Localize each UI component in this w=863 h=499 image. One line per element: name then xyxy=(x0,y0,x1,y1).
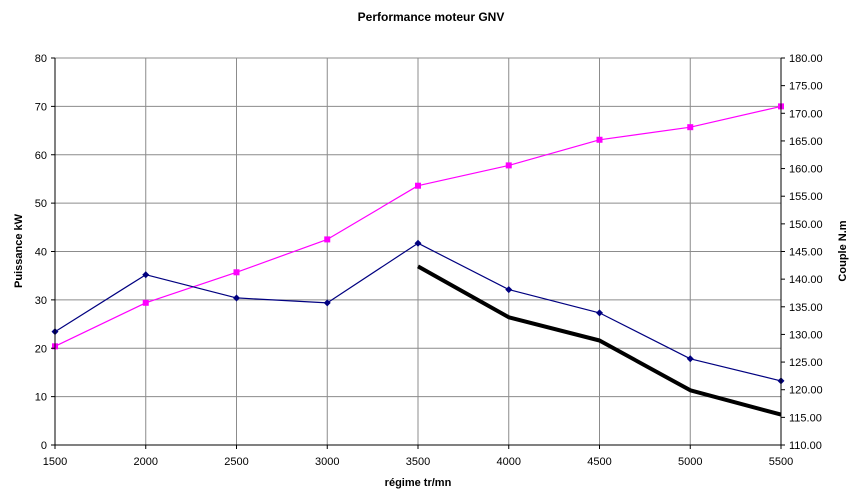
chart-title: Performance moteur GNV xyxy=(358,10,505,24)
y2-tick-label: 120.00 xyxy=(789,385,823,397)
y-tick-label: 40 xyxy=(35,247,47,259)
series-1-point xyxy=(142,299,149,306)
x-tick-label: 5000 xyxy=(678,456,702,468)
series-1-point xyxy=(415,182,421,189)
y2-tick-label: 130.00 xyxy=(789,329,823,341)
x-tick-label: 4000 xyxy=(497,456,521,468)
x-tick-label: 5500 xyxy=(769,456,793,468)
y-tick-label: 80 xyxy=(35,53,47,65)
y2-tick-label: 115.00 xyxy=(789,412,822,424)
x-tick-label: 1500 xyxy=(43,456,67,468)
y2-tick-label: 135.00 xyxy=(789,302,823,314)
series-1-point xyxy=(233,269,240,276)
series-1-point xyxy=(596,136,603,143)
series-1-point xyxy=(505,162,512,169)
y2-tick-label: 110.00 xyxy=(789,440,822,452)
y2-axis-title: Couple N.m xyxy=(837,220,849,281)
y-tick-label: 30 xyxy=(35,295,47,307)
y2-tick-label: 150.00 xyxy=(789,219,823,231)
y-tick-label: 70 xyxy=(35,101,47,113)
series-2-point xyxy=(233,294,240,302)
grid xyxy=(54,57,782,446)
series-2-point xyxy=(323,299,331,307)
y2-tick-label: 155.00 xyxy=(789,191,823,203)
series-1-point xyxy=(687,124,694,131)
y-axis-title: Puissance kW xyxy=(13,213,25,288)
series-2-point xyxy=(596,309,603,317)
x-tick-label: 3000 xyxy=(315,456,339,468)
y2-tick-label: 175.00 xyxy=(789,81,823,93)
y2-tick-label: 145.00 xyxy=(789,247,823,259)
y2-tick-label: 140.00 xyxy=(789,274,823,286)
x-tick-label: 3500 xyxy=(406,456,430,468)
series-1-point xyxy=(324,236,331,243)
x-tick-label: 4500 xyxy=(587,456,611,468)
x-axis-title: régime tr/mn xyxy=(385,477,452,489)
y-tick-label: 10 xyxy=(35,392,47,404)
y2-tick-label: 180.00 xyxy=(789,53,823,65)
series-3-line xyxy=(417,264,782,417)
y-tick-label: 50 xyxy=(35,198,47,210)
x-tick-label: 2500 xyxy=(224,456,248,468)
x-tick-label: 2000 xyxy=(134,456,158,468)
y2-tick-label: 125.00 xyxy=(789,357,823,369)
y2-tick-label: 160.00 xyxy=(789,164,823,176)
series-2-point xyxy=(142,271,150,279)
series-2-point xyxy=(414,239,422,247)
tick-labels: 0 10 20 30 40 50 60 70 80 1500 2000 2500 3000 3500 400… xyxy=(35,53,823,468)
y2-tick-label: 165.00 xyxy=(789,136,823,148)
series-2-point xyxy=(505,286,513,294)
y2-tick-label: 170.00 xyxy=(789,108,823,120)
y-tick-label: 20 xyxy=(35,343,47,355)
y-tick-label: 60 xyxy=(35,150,47,162)
y-tick-label: 0 xyxy=(41,440,47,452)
series-2-point xyxy=(686,355,694,363)
